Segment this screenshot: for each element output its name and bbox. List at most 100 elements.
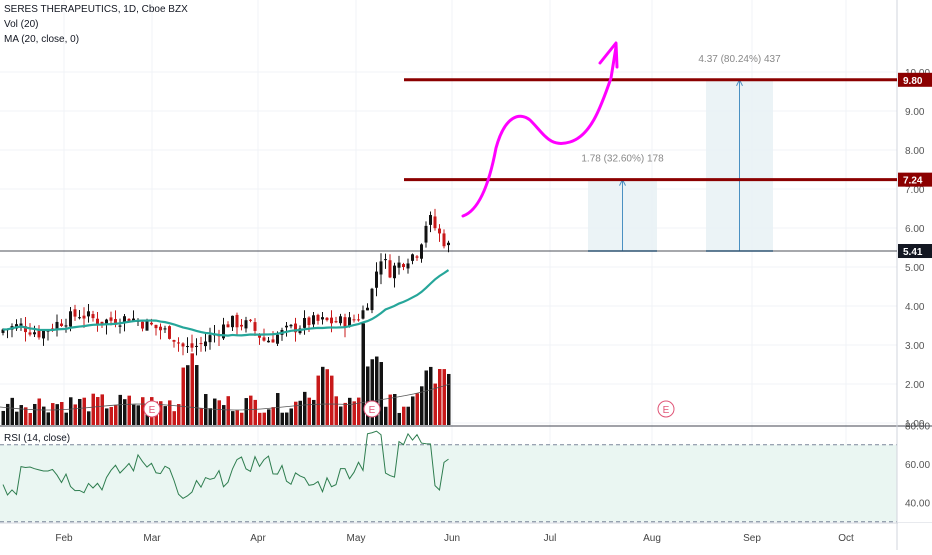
candle-body — [330, 318, 333, 324]
candle-body — [339, 316, 342, 323]
price-tick-label-2: 3.00 — [905, 341, 925, 352]
volume-bar — [38, 399, 42, 425]
x-tick-label-jul: Jul — [544, 533, 557, 544]
candle-body — [87, 311, 90, 316]
volume-bar — [263, 413, 267, 425]
candle-body — [173, 340, 176, 342]
volume-bar — [87, 411, 91, 425]
candle-body — [380, 261, 383, 274]
candle-body — [402, 264, 405, 267]
volume-bar — [312, 400, 316, 425]
price-tick-label-7: 8.00 — [905, 146, 925, 157]
candle-body — [155, 325, 158, 328]
candle-body — [92, 314, 95, 318]
volume-bar — [227, 396, 231, 425]
candle-body — [141, 322, 144, 329]
volume-bar — [384, 407, 388, 425]
volume-bar — [33, 404, 37, 425]
volume-bar — [326, 369, 330, 425]
candle-body — [384, 259, 387, 260]
candle-body — [276, 335, 279, 344]
candle-body — [285, 326, 288, 328]
candle-body — [164, 328, 167, 329]
volume-bar — [182, 368, 186, 425]
volume-bar — [168, 400, 172, 425]
x-tick-label-may: May — [347, 533, 366, 544]
volume-bar — [294, 402, 298, 425]
volume-bar — [213, 399, 217, 425]
candle-body — [227, 324, 230, 327]
x-tick-label-sep: Sep — [743, 533, 761, 544]
volume-bar — [402, 407, 406, 425]
volume-bar — [6, 404, 10, 425]
volume-bar — [285, 413, 289, 425]
volume-bar — [173, 411, 177, 425]
volume-legend[interactable]: Vol (20) — [4, 19, 38, 30]
candle-body — [29, 332, 32, 334]
volume-bar — [56, 404, 60, 425]
volume-bar — [65, 413, 69, 425]
ma-legend[interactable]: MA (20, close, 0) — [4, 34, 79, 45]
candle-body — [150, 323, 153, 325]
volume-bar — [308, 398, 312, 425]
candle-body — [249, 320, 252, 321]
candle-body — [429, 215, 432, 225]
axis-corner — [898, 523, 932, 550]
volume-bar — [195, 365, 199, 425]
candle-body — [425, 226, 428, 243]
candle-body — [168, 326, 171, 339]
volume-bar — [69, 397, 73, 425]
volume-bar — [236, 410, 240, 425]
volume-bar — [398, 413, 402, 425]
candle-body — [371, 289, 374, 310]
volume-bar — [339, 406, 343, 425]
volume-bar — [83, 398, 87, 425]
candle-body — [362, 310, 365, 318]
earnings-marker-1: E — [144, 401, 160, 417]
volume-bar — [330, 376, 334, 425]
candle-body — [186, 346, 189, 347]
candle-body — [447, 243, 450, 245]
volume-bar — [249, 396, 253, 425]
volume-bar — [272, 407, 276, 425]
volume-bar — [78, 399, 82, 425]
volume-bar — [245, 398, 249, 425]
candle-body — [335, 321, 338, 322]
volume-bar — [11, 398, 15, 425]
candle-body — [272, 339, 275, 342]
price-tick-label-3: 4.00 — [905, 302, 925, 313]
candle-body — [146, 320, 149, 330]
volume-bar — [380, 362, 384, 425]
candle-body — [191, 343, 194, 347]
rsi-tick-label-1: 60.00 — [905, 460, 930, 471]
candle-body — [353, 319, 356, 320]
volume-bar — [276, 393, 280, 425]
candle-body — [159, 327, 162, 331]
volume-bar — [317, 376, 321, 425]
volume-bar — [191, 353, 195, 425]
volume-bar — [290, 408, 294, 425]
volume-bar — [344, 403, 348, 425]
candle-body — [375, 272, 378, 288]
volume-bar — [204, 394, 208, 425]
volume-bar — [137, 405, 141, 425]
candle-body — [182, 343, 185, 346]
symbol-legend[interactable]: SERES THERAPEUTICS, 1D, Cboe BZX — [4, 4, 188, 15]
rsi-band — [0, 445, 897, 522]
level-tag-label-7.24: 7.24 — [903, 176, 923, 187]
candle-body — [33, 332, 36, 334]
rsi-tick-label-0: 40.00 — [905, 499, 930, 510]
volume-bar — [281, 413, 285, 425]
volume-bar — [47, 412, 51, 425]
candle-body — [398, 263, 401, 268]
rsi-legend[interactable]: RSI (14, close) — [4, 433, 70, 444]
price-tick-label-5: 6.00 — [905, 224, 925, 235]
earnings-marker-2: E — [364, 401, 380, 417]
candle-body — [245, 320, 248, 328]
candle-body — [65, 325, 68, 326]
volume-bar — [209, 408, 213, 425]
volume-bar — [389, 395, 393, 425]
candle-body — [110, 317, 113, 320]
